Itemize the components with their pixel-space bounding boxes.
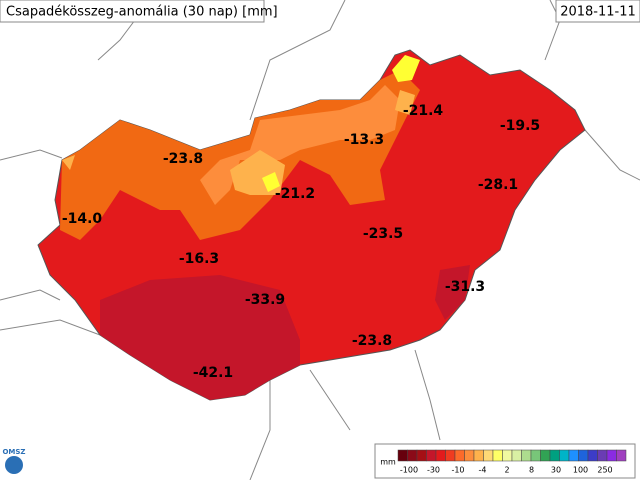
station-label: -19.5 [500,118,540,134]
legend-swatch [492,449,503,462]
legend-swatch [521,449,532,462]
legend-swatch [397,449,408,462]
legend-swatch [511,449,522,462]
station-labels: -23.8 -21.4 -13.3 -19.5 -14.0 -21.2 -28.1 -23.5… [62,103,540,381]
station-label: -23.8 [352,333,392,349]
legend-swatch [540,449,551,462]
legend-tick: 30 [551,466,561,475]
light-area [200,85,400,205]
legend-swatch [559,449,570,462]
legend-swatch [445,449,456,462]
dark-area [100,275,300,400]
legend-tick: -30 [427,466,440,475]
station-label: -21.2 [275,186,315,202]
logo-icon [5,456,23,474]
station-label: -31.3 [445,279,485,295]
legend-swatch [426,449,437,462]
legend-swatch [597,449,608,462]
legend-swatch [473,449,484,462]
legend-tick: 8 [529,466,534,475]
date: 2018-11-11 [560,5,636,20]
station-label: -23.8 [163,151,203,167]
legend-tick: -10 [451,466,464,475]
station-label: -42.1 [193,365,233,381]
station-label: -21.4 [403,103,444,119]
legend-tick: 100 [573,466,588,475]
legend-unit: mm [380,458,396,467]
legend-swatch [502,449,513,462]
dark-area [435,265,470,320]
legend-tick: 2 [504,466,509,475]
legend-swatch [616,449,627,462]
title-box [0,0,265,23]
light-area [62,90,415,195]
legend-swatch [435,449,446,462]
station-label: -16.3 [179,251,219,267]
station-label: -28.1 [478,177,518,193]
station-label: -13.3 [344,132,384,148]
logo: OMSZ [2,448,25,456]
station-label: -23.5 [363,226,403,242]
legend-swatch [568,449,579,462]
legend-swatch [606,449,617,462]
legend-swatch [407,449,418,462]
station-label: -33.9 [245,292,285,308]
yellow-area [262,55,420,192]
legend-bar [397,449,627,462]
legend-swatch [578,449,589,462]
legend-tick: -100 [400,466,418,475]
legend-swatch [416,449,427,462]
legend-tick: -4 [479,466,487,475]
legend-tick: 250 [597,466,612,475]
legend-swatch [464,449,475,462]
legend-ticks: -100 -30 -10 -4 2 8 30 100 250 [400,466,613,475]
legend-swatch [549,449,560,462]
legend-swatch [587,449,598,462]
title: Csapadékösszeg-anomália (30 nap) [mm] [6,5,278,20]
station-label: -14.0 [62,211,103,227]
legend-swatch [483,449,494,462]
legend-swatch [454,449,465,462]
legend-swatch [530,449,541,462]
date-box [555,0,640,23]
